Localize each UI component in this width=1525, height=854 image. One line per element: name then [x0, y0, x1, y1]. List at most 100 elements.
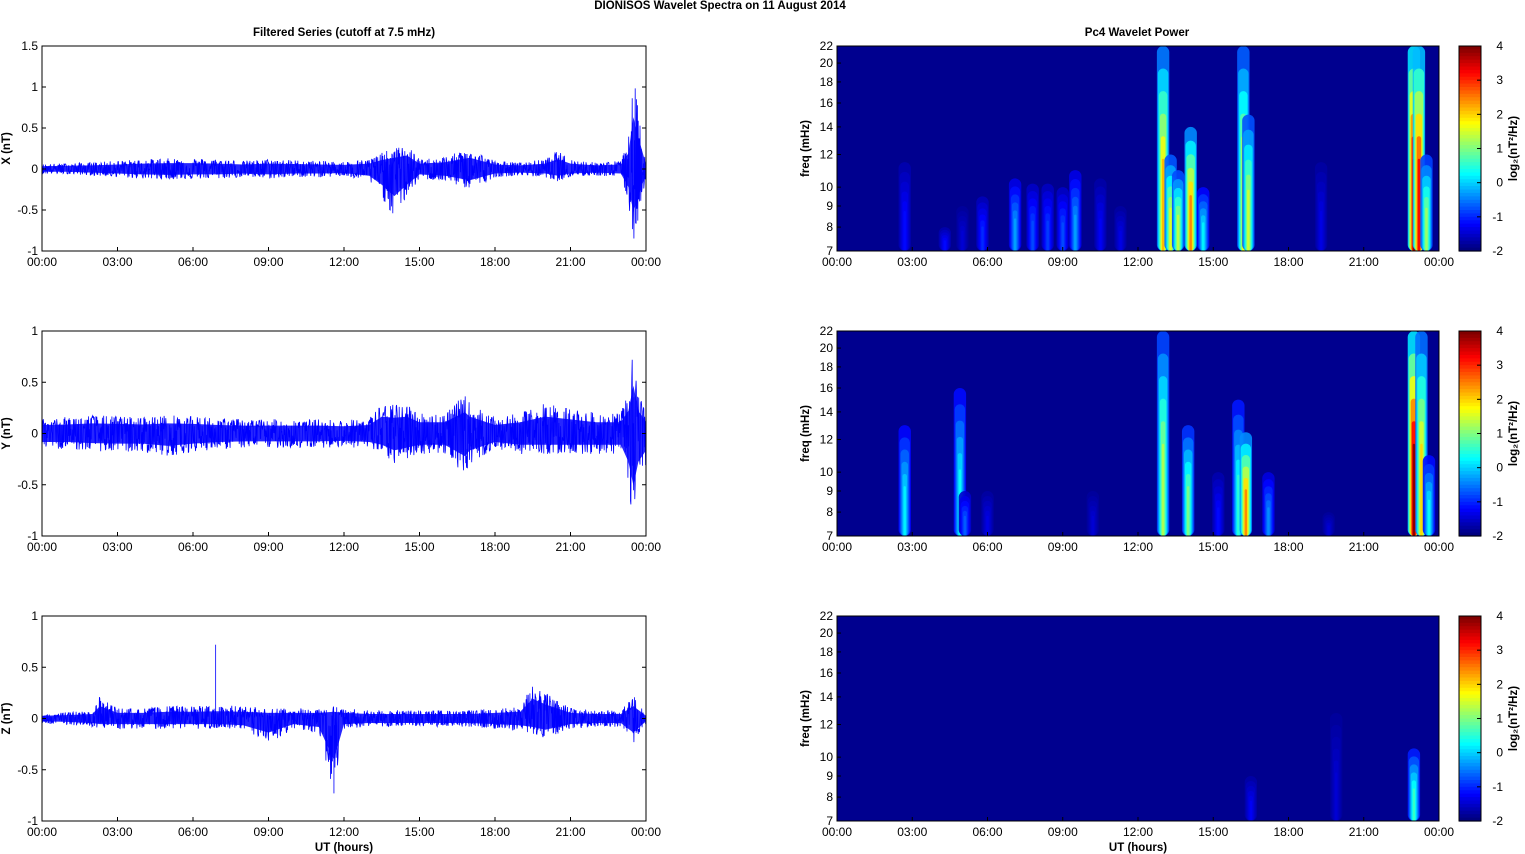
colorbar-segment	[1459, 786, 1481, 791]
colorbar-segment	[1459, 680, 1481, 685]
colorbar-segment	[1459, 100, 1481, 105]
colorbar-segment	[1459, 495, 1481, 500]
colorbar-segment	[1459, 49, 1481, 54]
x-tick-label: 00:00	[822, 825, 852, 839]
colorbar-segment	[1459, 189, 1481, 194]
x-tick-label: 06:00	[972, 825, 1002, 839]
power-burst	[943, 240, 947, 251]
colorbar-segment	[1459, 230, 1481, 235]
colorbar-segment	[1459, 667, 1481, 672]
y-tick-label: 8	[826, 790, 833, 804]
x-tick-label: 00:00	[27, 825, 57, 839]
colorbar-segment	[1459, 471, 1481, 476]
x-tick-label: 03:00	[102, 825, 132, 839]
power-burst	[1237, 474, 1240, 536]
colorbar-segment	[1459, 158, 1481, 163]
power-burst	[1031, 220, 1034, 251]
x-tick-label: 15:00	[404, 255, 434, 269]
y-tick-label: 8	[826, 220, 833, 234]
y-tick-label: 16	[820, 96, 834, 110]
colorbar-segment	[1459, 626, 1481, 631]
colorbar-segment	[1459, 223, 1481, 228]
x-tick-label: 12:00	[1123, 255, 1153, 269]
power-burst	[1176, 214, 1180, 251]
power-burst	[1327, 525, 1330, 536]
colorbar-segment	[1459, 419, 1481, 424]
colorbar-segment	[1459, 216, 1481, 221]
y-tick-label: 20	[820, 626, 834, 640]
colorbar-segment	[1459, 110, 1481, 115]
y-tick-label: 12	[820, 148, 834, 162]
power-burst	[1244, 489, 1248, 536]
y-tick-label: 1	[31, 609, 38, 623]
colorbar-segment	[1459, 52, 1481, 57]
colorbar-segment	[1459, 247, 1481, 252]
series-panel-z: -1 -0.5 0 0.5 1 00:00 03:00 06:00 09:00 12:00 15:0…	[1, 609, 661, 854]
x-tick-label: 03:00	[102, 255, 132, 269]
colorbar-segment	[1459, 337, 1481, 342]
x-tick-label: 21:00	[1349, 540, 1379, 554]
colorbar-segment	[1459, 810, 1481, 815]
colorbar-segment	[1459, 735, 1481, 740]
colorbar-segment	[1459, 237, 1481, 242]
colorbar-segment	[1459, 192, 1481, 197]
x-tick-label: 12:00	[329, 825, 359, 839]
colorbar-segment	[1459, 766, 1481, 771]
colorbar-segment	[1459, 484, 1481, 489]
y-tick-label: 10	[820, 180, 834, 194]
colorbar-segment	[1459, 718, 1481, 723]
power-burst	[986, 515, 989, 536]
colorbar-segment	[1459, 59, 1481, 64]
colorbar-segment	[1459, 172, 1481, 177]
colorbar-segment	[1459, 145, 1481, 150]
plot-area	[42, 46, 646, 251]
colorbar: -2 -1 0 1 2 3 4 log₂(nT²/Hz)	[1458, 39, 1520, 258]
x-axis-label: UT (hours)	[315, 842, 373, 854]
colorbar-segment	[1459, 776, 1481, 781]
colorbar-segment	[1459, 732, 1481, 737]
y-tick-label: -0.5	[17, 763, 38, 777]
colorbar-segment	[1459, 375, 1481, 380]
colorbar-segment	[1459, 402, 1481, 407]
y-tick-label: 12	[820, 718, 834, 732]
x-tick-label: 12:00	[1123, 825, 1153, 839]
power-burst	[1249, 800, 1253, 821]
colorbar-segment	[1459, 358, 1481, 363]
y-tick-label: 22	[820, 609, 834, 623]
power-burst	[1189, 195, 1192, 251]
colorbar-segment	[1459, 128, 1481, 133]
x-tick-label: 09:00	[1048, 825, 1078, 839]
spectrogram-blobs	[1244, 712, 1421, 821]
colorbar-segment	[1459, 684, 1481, 689]
colorbar-segment	[1459, 477, 1481, 482]
colorbar-segment	[1459, 450, 1481, 455]
colorbar-segment	[1459, 769, 1481, 774]
colorbar-segment	[1459, 525, 1481, 530]
x-tick-label: 00:00	[822, 540, 852, 554]
colorbar-segment	[1459, 148, 1481, 153]
colorbar-segment	[1459, 196, 1481, 201]
y-tick-label: 16	[820, 666, 834, 680]
colorbar-segment	[1459, 240, 1481, 245]
y-axis-label: Y (nT)	[1, 417, 13, 450]
colorbar-segment	[1459, 708, 1481, 713]
colorbar-segment	[1459, 361, 1481, 366]
y-tick-label: 20	[820, 56, 834, 70]
colorbar-segment	[1459, 643, 1481, 648]
y-tick-label: 9	[826, 199, 833, 213]
x-tick-label: 15:00	[1198, 825, 1228, 839]
colorbar-segment	[1459, 83, 1481, 88]
series-envelope	[42, 117, 646, 212]
spectrogram-background	[837, 331, 1439, 536]
x-tick-label: 18:00	[480, 255, 510, 269]
colorbar-tick-label: 4	[1496, 39, 1503, 53]
x-tick-label: 15:00	[404, 540, 434, 554]
power-burst	[1046, 220, 1049, 251]
colorbar-segment	[1459, 426, 1481, 431]
colorbar-segment	[1459, 622, 1481, 627]
colorbar-tick-label: 2	[1496, 107, 1503, 121]
colorbar-segment	[1459, 498, 1481, 503]
colorbar-segment	[1459, 399, 1481, 404]
